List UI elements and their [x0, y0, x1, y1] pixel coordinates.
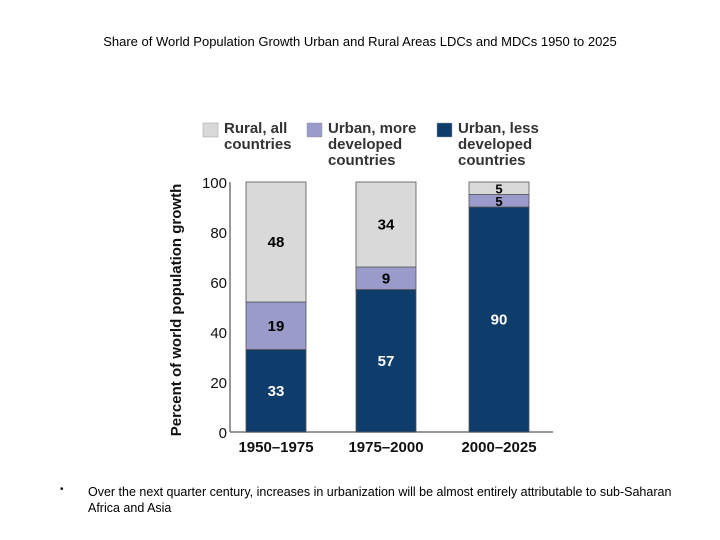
legend-swatch [306, 122, 323, 138]
y-tick-label: 80 [210, 225, 227, 242]
legend-label: developed [458, 136, 532, 153]
data-label: 33 [268, 383, 285, 400]
bar-segment [468, 206, 530, 433]
data-label: 5 [495, 181, 502, 196]
legend-label: countries [458, 152, 526, 169]
data-label: 90 [491, 312, 508, 329]
y-tick-label: 20 [210, 375, 227, 392]
data-label: 57 [378, 353, 395, 370]
x-tick-label: 2000–2025 [461, 439, 536, 456]
stacked-bar-chart: 0 20 40 60 80 100 Percent of world population … [168, 120, 553, 456]
legend-label: countries [328, 152, 396, 169]
x-tick-label: 1975–2000 [348, 439, 423, 456]
bar-segment [355, 289, 417, 433]
y-tick-label: 100 [202, 175, 227, 192]
bar-segment [355, 181, 417, 268]
slide-title: Share of World Population Growth Urban a… [103, 34, 617, 49]
legend-label: developed [328, 136, 402, 153]
y-tick-label: 40 [210, 325, 227, 342]
legend-swatch [202, 122, 219, 138]
bar-segment [245, 181, 307, 303]
bar-segment [468, 181, 530, 195]
legend-swatch [436, 122, 453, 138]
legend-label: Urban, more [328, 120, 416, 137]
x-tick-label: 1950–1975 [238, 439, 313, 456]
bullet-text: Over the next quarter century, increases… [88, 485, 672, 515]
data-label: 48 [268, 234, 285, 251]
y-axis-label: Percent of world population growth [168, 184, 185, 437]
data-label: 19 [268, 318, 285, 335]
legend-label: countries [224, 136, 292, 153]
legend-label: Rural, all [224, 120, 287, 137]
y-tick-label: 60 [210, 275, 227, 292]
legend-label: Urban, less [458, 120, 539, 137]
data-label: 5 [495, 194, 502, 209]
data-label: 34 [378, 217, 395, 234]
y-tick-label: 0 [219, 425, 227, 442]
bar-segment [245, 349, 307, 433]
data-label: 9 [382, 270, 390, 287]
bar-segment [245, 301, 307, 350]
bullet-marker: • [60, 484, 64, 495]
